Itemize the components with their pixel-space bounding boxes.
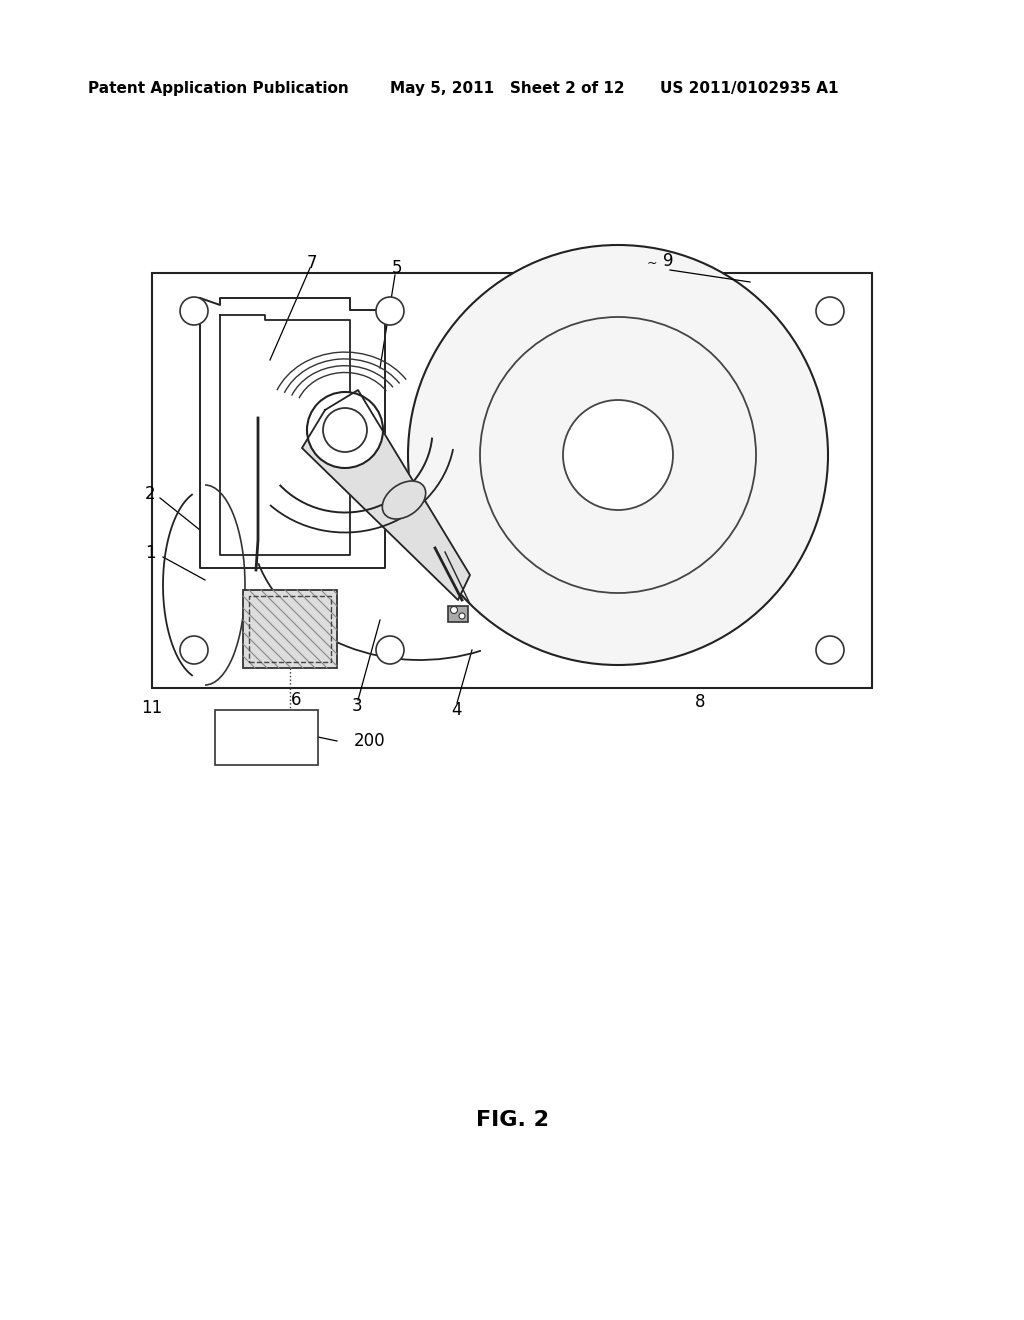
Bar <box>243 590 337 668</box>
Text: 6: 6 <box>291 690 301 709</box>
Bar <box>449 606 468 622</box>
Ellipse shape <box>180 636 208 664</box>
Circle shape <box>408 246 828 665</box>
Text: 3: 3 <box>351 697 362 715</box>
Circle shape <box>323 408 367 451</box>
Text: May 5, 2011   Sheet 2 of 12: May 5, 2011 Sheet 2 of 12 <box>390 81 625 95</box>
Text: 200: 200 <box>354 733 386 750</box>
Ellipse shape <box>376 297 404 325</box>
Circle shape <box>563 400 673 510</box>
Circle shape <box>459 612 465 619</box>
Circle shape <box>480 317 756 593</box>
Ellipse shape <box>816 636 844 664</box>
Text: 1: 1 <box>144 544 156 562</box>
Text: 8: 8 <box>694 693 706 711</box>
Text: 11: 11 <box>141 700 163 717</box>
Circle shape <box>451 606 458 614</box>
Bar <box>215 710 318 766</box>
Text: 9: 9 <box>663 252 673 271</box>
Text: 4: 4 <box>451 701 461 719</box>
Text: US 2011/0102935 A1: US 2011/0102935 A1 <box>660 81 839 95</box>
Ellipse shape <box>376 636 404 664</box>
Bar <box>152 273 872 688</box>
Text: 2: 2 <box>144 484 156 503</box>
Text: ~: ~ <box>647 257 657 271</box>
Circle shape <box>307 392 383 469</box>
Polygon shape <box>302 389 470 601</box>
Bar <box>249 597 331 663</box>
Text: 5: 5 <box>392 259 402 277</box>
Ellipse shape <box>382 480 426 519</box>
Ellipse shape <box>816 297 844 325</box>
Ellipse shape <box>180 297 208 325</box>
Text: FIG. 2: FIG. 2 <box>475 1110 549 1130</box>
Text: 7: 7 <box>307 253 317 272</box>
Text: Patent Application Publication: Patent Application Publication <box>88 81 349 95</box>
